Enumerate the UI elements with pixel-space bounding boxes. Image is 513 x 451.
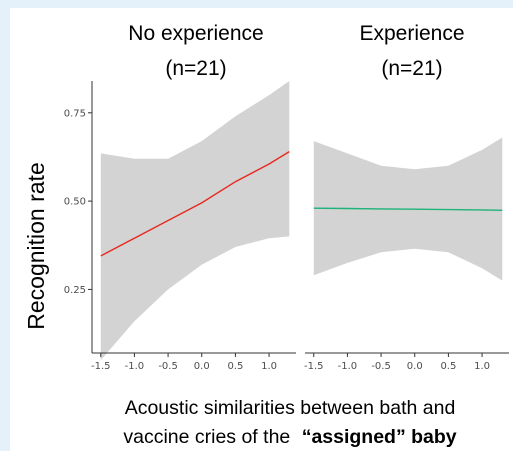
y-tick-label-1: 0.50 xyxy=(64,197,86,208)
panel-2-x-tick-label-2: -0.5 xyxy=(371,361,391,372)
panel-1-title-line1: No experience xyxy=(128,22,263,45)
panel-1-confidence-band xyxy=(100,81,290,361)
panel-2-x-tick-label-4: 0.5 xyxy=(440,361,456,372)
x-axis-label-line2-bold: “assigned” baby xyxy=(302,426,457,448)
panel-2-x-tick-label-5: 1.0 xyxy=(474,361,490,372)
panel-2-x-tick-label-3: 0.0 xyxy=(407,361,423,372)
panel-1-x-tick-label-1: -1.0 xyxy=(125,361,145,372)
panel-2-title-line2: (n=21) xyxy=(381,57,442,80)
x-axis-label-line1: Acoustic similarities between bath and xyxy=(125,397,456,419)
y-tick-label-2: 0.75 xyxy=(64,108,86,119)
panel-2-title-line1: Experience xyxy=(359,22,464,45)
panel-1-x-tick-label-3: 0.0 xyxy=(194,361,210,372)
panel-1-x-tick-label-0: -1.5 xyxy=(91,361,111,372)
panel-1-x-tick-label-2: -0.5 xyxy=(158,361,178,372)
y-axis-label: Recognition rate xyxy=(23,162,49,330)
plot-layer: 0.25 0.50 0.75 -1.5 -1.0 -0.5 0.0 0.5 1.0 -1.5 -1.… xyxy=(64,81,509,372)
panel-2-x-tick-label-1: -1.0 xyxy=(338,361,358,372)
panel-1-fit-line xyxy=(100,151,290,257)
panel-2-x-tick-label-0: -1.5 xyxy=(304,361,324,372)
y-tick-label-0: 0.25 xyxy=(64,285,86,296)
panel-1-title-line2: (n=21) xyxy=(165,57,226,80)
panel-1-x-tick-label-4: 0.5 xyxy=(227,361,243,372)
panel-2-fit-line xyxy=(313,207,503,211)
panel-1-x-tick-label-5: 1.0 xyxy=(261,361,277,372)
x-axis-label-line2-regular: vaccine cries of the xyxy=(123,426,290,448)
x-axis-label-line2: vaccine cries of the “assigned” baby xyxy=(123,426,456,448)
